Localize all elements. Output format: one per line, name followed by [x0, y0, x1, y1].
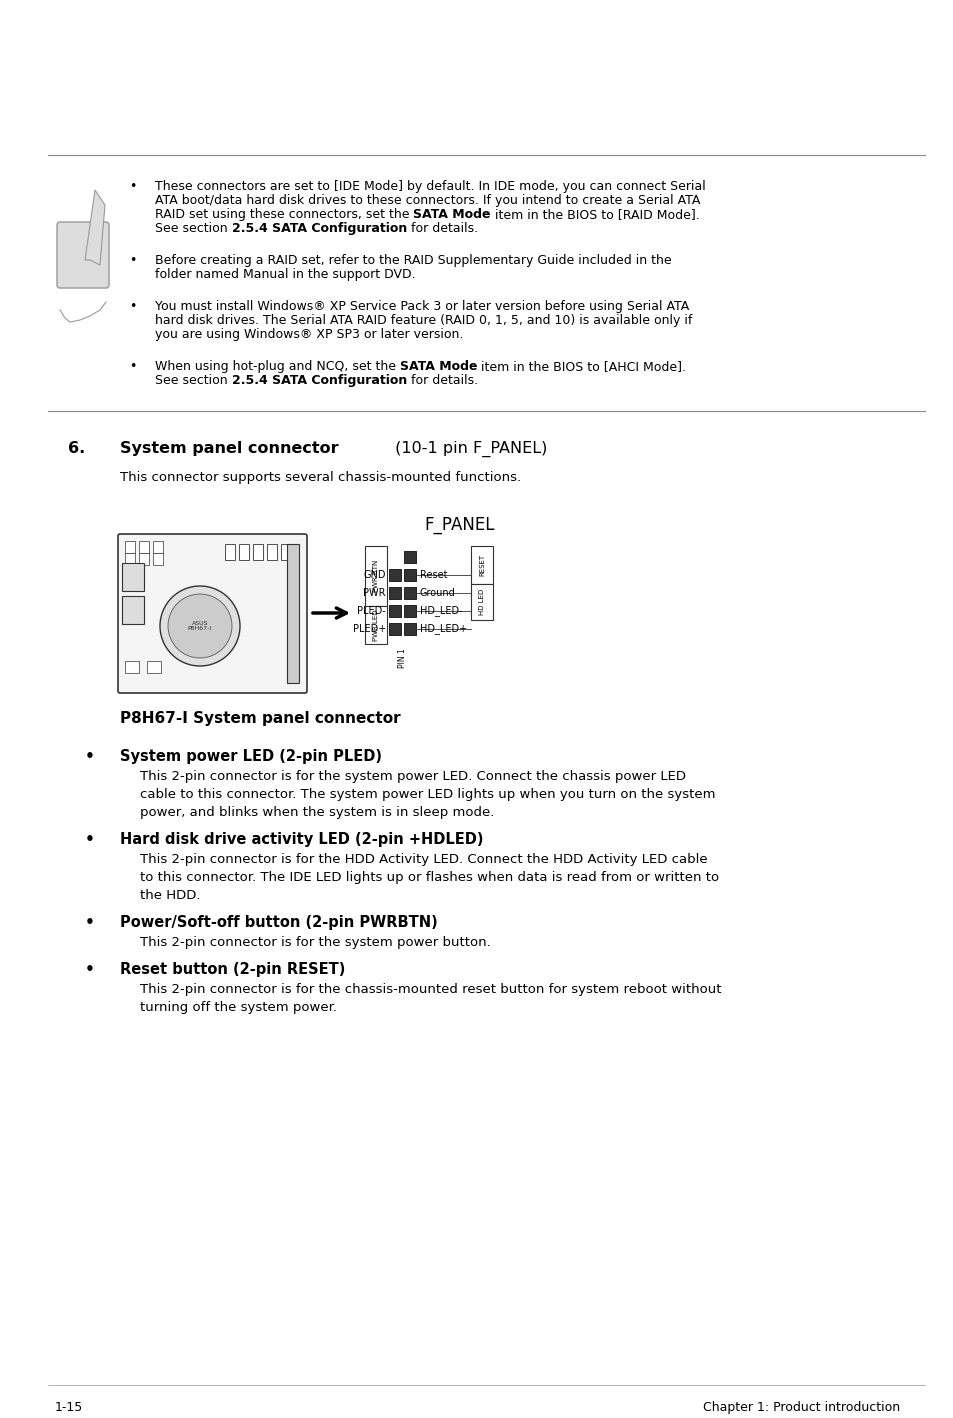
Bar: [253, 545, 263, 560]
Text: item in the BIOS to [RAID Mode].: item in the BIOS to [RAID Mode].: [491, 208, 699, 221]
Text: System panel connector: System panel connector: [120, 441, 338, 457]
Text: turning off the system power.: turning off the system power.: [140, 1001, 336, 1014]
Bar: [471, 584, 493, 620]
Text: HD LED: HD LED: [478, 588, 484, 615]
Text: Hard disk drive activity LED (2-pin +HDLED): Hard disk drive activity LED (2-pin +HDL…: [120, 832, 483, 847]
Text: When using hot-plug and NCQ, set the: When using hot-plug and NCQ, set the: [154, 360, 399, 373]
Circle shape: [168, 594, 232, 658]
Bar: [267, 545, 276, 560]
Text: You must install Windows® XP Service Pack 3 or later version before using Serial: You must install Windows® XP Service Pac…: [154, 301, 688, 313]
Polygon shape: [85, 190, 105, 265]
Text: •: •: [85, 915, 95, 930]
Bar: [125, 542, 135, 553]
Text: 2.5.4 SATA Configuration: 2.5.4 SATA Configuration: [232, 223, 406, 235]
Bar: [239, 545, 249, 560]
Text: These connectors are set to [IDE Mode] by default. In IDE mode, you can connect : These connectors are set to [IDE Mode] b…: [154, 180, 705, 193]
Text: to this connector. The IDE LED lights up or flashes when data is read from or wr: to this connector. The IDE LED lights up…: [140, 871, 719, 883]
Text: •: •: [85, 832, 95, 847]
Text: HD_LED-: HD_LED-: [419, 605, 462, 617]
Text: F_PANEL: F_PANEL: [424, 516, 495, 535]
Bar: [389, 623, 400, 635]
Text: •: •: [85, 961, 95, 977]
Text: SATA Mode: SATA Mode: [413, 208, 491, 221]
Text: Chapter 1: Product introduction: Chapter 1: Product introduction: [702, 1401, 899, 1414]
Bar: [403, 569, 416, 581]
Text: PLED-: PLED-: [356, 605, 386, 615]
Bar: [403, 623, 416, 635]
Text: HD_LED+: HD_LED+: [419, 624, 467, 634]
Text: This 2-pin connector is for the chassis-mounted reset button for system reboot w: This 2-pin connector is for the chassis-…: [140, 983, 720, 995]
Text: •: •: [130, 360, 137, 373]
Text: P8H67-I System panel connector: P8H67-I System panel connector: [120, 710, 400, 726]
Bar: [139, 553, 149, 564]
Text: ATA boot/data hard disk drives to these connectors. If you intend to create a Se: ATA boot/data hard disk drives to these …: [154, 194, 700, 207]
Text: 6.: 6.: [68, 441, 85, 457]
Text: (10-1 pin F_PANEL): (10-1 pin F_PANEL): [390, 441, 547, 457]
Text: for details.: for details.: [406, 374, 477, 387]
Bar: [152, 542, 163, 553]
Bar: [122, 596, 144, 624]
Text: the HDD.: the HDD.: [140, 889, 200, 902]
Text: Reset button (2-pin RESET): Reset button (2-pin RESET): [120, 961, 345, 977]
FancyBboxPatch shape: [57, 223, 109, 288]
Text: •: •: [130, 254, 137, 267]
Text: This 2-pin connector is for the system power LED. Connect the chassis power LED: This 2-pin connector is for the system p…: [140, 770, 685, 783]
Circle shape: [160, 586, 240, 666]
Bar: [389, 605, 400, 617]
Text: Before creating a RAID set, refer to the RAID Supplementary Guide included in th: Before creating a RAID set, refer to the…: [154, 254, 671, 267]
Text: See section: See section: [154, 374, 232, 387]
Text: 1-15: 1-15: [55, 1401, 83, 1414]
Text: you are using Windows® XP SP3 or later version.: you are using Windows® XP SP3 or later v…: [154, 328, 463, 340]
Bar: [125, 553, 135, 564]
Text: PWR LED: PWR LED: [373, 610, 378, 641]
Bar: [152, 553, 163, 564]
Text: PWR: PWR: [363, 588, 386, 598]
Bar: [225, 545, 234, 560]
Text: This 2-pin connector is for the HDD Activity LED. Connect the HDD Activity LED c: This 2-pin connector is for the HDD Acti…: [140, 854, 707, 866]
Bar: [139, 542, 149, 553]
Text: Power/Soft-off button (2-pin PWRBTN): Power/Soft-off button (2-pin PWRBTN): [120, 915, 437, 930]
Bar: [147, 661, 161, 674]
Text: for details.: for details.: [406, 223, 477, 235]
Bar: [471, 546, 493, 584]
Text: PLED+: PLED+: [353, 624, 386, 634]
Bar: [403, 605, 416, 617]
Text: SATA Mode: SATA Mode: [399, 360, 477, 373]
Text: PIN 1: PIN 1: [397, 648, 407, 668]
Bar: [287, 545, 298, 683]
Text: Ground: Ground: [419, 588, 456, 598]
Text: item in the BIOS to [AHCI Mode].: item in the BIOS to [AHCI Mode].: [477, 360, 686, 373]
Text: Reset: Reset: [419, 570, 447, 580]
Bar: [365, 546, 387, 605]
Bar: [125, 661, 139, 674]
Text: folder named Manual in the support DVD.: folder named Manual in the support DVD.: [154, 268, 416, 281]
Text: GND: GND: [363, 570, 386, 580]
Text: power, and blinks when the system is in sleep mode.: power, and blinks when the system is in …: [140, 805, 494, 820]
FancyBboxPatch shape: [118, 535, 307, 693]
Text: 2.5.4 SATA Configuration: 2.5.4 SATA Configuration: [232, 374, 406, 387]
Bar: [365, 605, 387, 644]
Text: This connector supports several chassis-mounted functions.: This connector supports several chassis-…: [120, 471, 520, 484]
Bar: [403, 587, 416, 598]
Text: •: •: [130, 301, 137, 313]
Text: •: •: [85, 749, 95, 764]
Text: See section: See section: [154, 223, 232, 235]
Bar: [389, 569, 400, 581]
Bar: [389, 587, 400, 598]
Text: ASUS
P8H67-I: ASUS P8H67-I: [188, 621, 212, 631]
Bar: [281, 545, 291, 560]
Bar: [403, 552, 416, 563]
Bar: [122, 563, 144, 591]
Text: •: •: [130, 180, 137, 193]
Text: RAID set using these connectors, set the: RAID set using these connectors, set the: [154, 208, 413, 221]
Text: This 2-pin connector is for the system power button.: This 2-pin connector is for the system p…: [140, 936, 490, 949]
Text: cable to this connector. The system power LED lights up when you turn on the sys: cable to this connector. The system powe…: [140, 788, 715, 801]
Text: hard disk drives. The Serial ATA RAID feature (RAID 0, 1, 5, and 10) is availabl: hard disk drives. The Serial ATA RAID fe…: [154, 313, 692, 328]
Text: System power LED (2-pin PLED): System power LED (2-pin PLED): [120, 749, 381, 764]
Text: RESET: RESET: [478, 554, 484, 576]
Text: PWR BTN: PWR BTN: [373, 560, 378, 593]
